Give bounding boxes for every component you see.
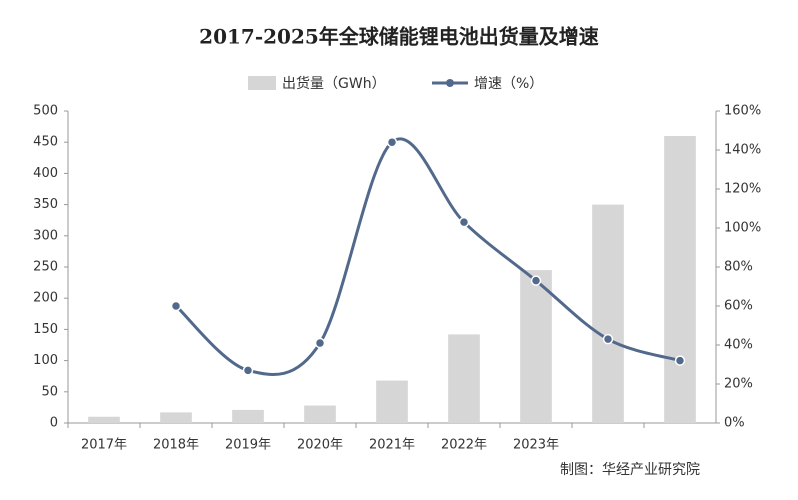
y2-tick-label: 120% [724, 182, 761, 197]
y2-tick-label: 0% [724, 416, 745, 431]
y-tick-label: 200 [33, 291, 58, 306]
legend-label: 出货量（GWh） [282, 75, 386, 92]
y2-tick-label: 160% [724, 104, 761, 119]
y-tick-label: 150 [33, 322, 58, 337]
y-tick-label: 400 [33, 166, 58, 181]
line-point [386, 136, 398, 148]
bar [448, 334, 480, 423]
line-point [530, 275, 542, 286]
line-point [602, 333, 614, 345]
source-note: 制图：华经产业研究院 [560, 462, 700, 478]
bar [232, 409, 264, 423]
x-tick-label: 2023年 [513, 438, 559, 453]
line-point [458, 216, 470, 228]
bar [592, 204, 624, 423]
x-tick-label: 2019年 [225, 438, 271, 453]
y2-tick-label: 100% [724, 221, 761, 236]
x-tick-label: 2017年 [81, 438, 127, 453]
line-point [242, 365, 254, 376]
y-tick-label: 50 [41, 384, 58, 399]
y2-tick-label: 60% [724, 299, 753, 314]
y-tick-label: 300 [33, 228, 58, 243]
bar [376, 380, 408, 423]
y-tick-label: 350 [33, 197, 58, 212]
line-point [314, 337, 326, 349]
line-point [674, 355, 686, 366]
bar [664, 135, 696, 423]
bar [88, 416, 120, 423]
y-tick-label: 0 [50, 416, 58, 431]
y-tick-label: 450 [33, 135, 58, 150]
bar [520, 270, 552, 423]
line-point [170, 300, 182, 312]
y-tick-label: 500 [33, 104, 58, 119]
chart-title: 2017-2025年全球储能锂电池出货量及增速 [199, 25, 599, 49]
y2-tick-label: 40% [724, 338, 753, 353]
legend-label: 增速（%） [474, 76, 543, 92]
legend-swatch [446, 79, 454, 87]
bar [304, 405, 336, 423]
y2-tick-label: 140% [724, 143, 761, 158]
line [174, 137, 681, 376]
legend-swatch [248, 76, 276, 90]
x-tick-label: 2021年 [369, 438, 415, 453]
x-tick-label: 2018年 [153, 438, 199, 453]
x-tick-label: 2020年 [297, 438, 343, 453]
y2-tick-label: 80% [724, 260, 753, 275]
bar [160, 412, 192, 423]
y-tick-label: 250 [33, 260, 58, 275]
y-tick-label: 100 [33, 353, 58, 368]
y2-tick-label: 20% [724, 377, 753, 392]
x-tick-label: 2022年 [441, 438, 487, 453]
